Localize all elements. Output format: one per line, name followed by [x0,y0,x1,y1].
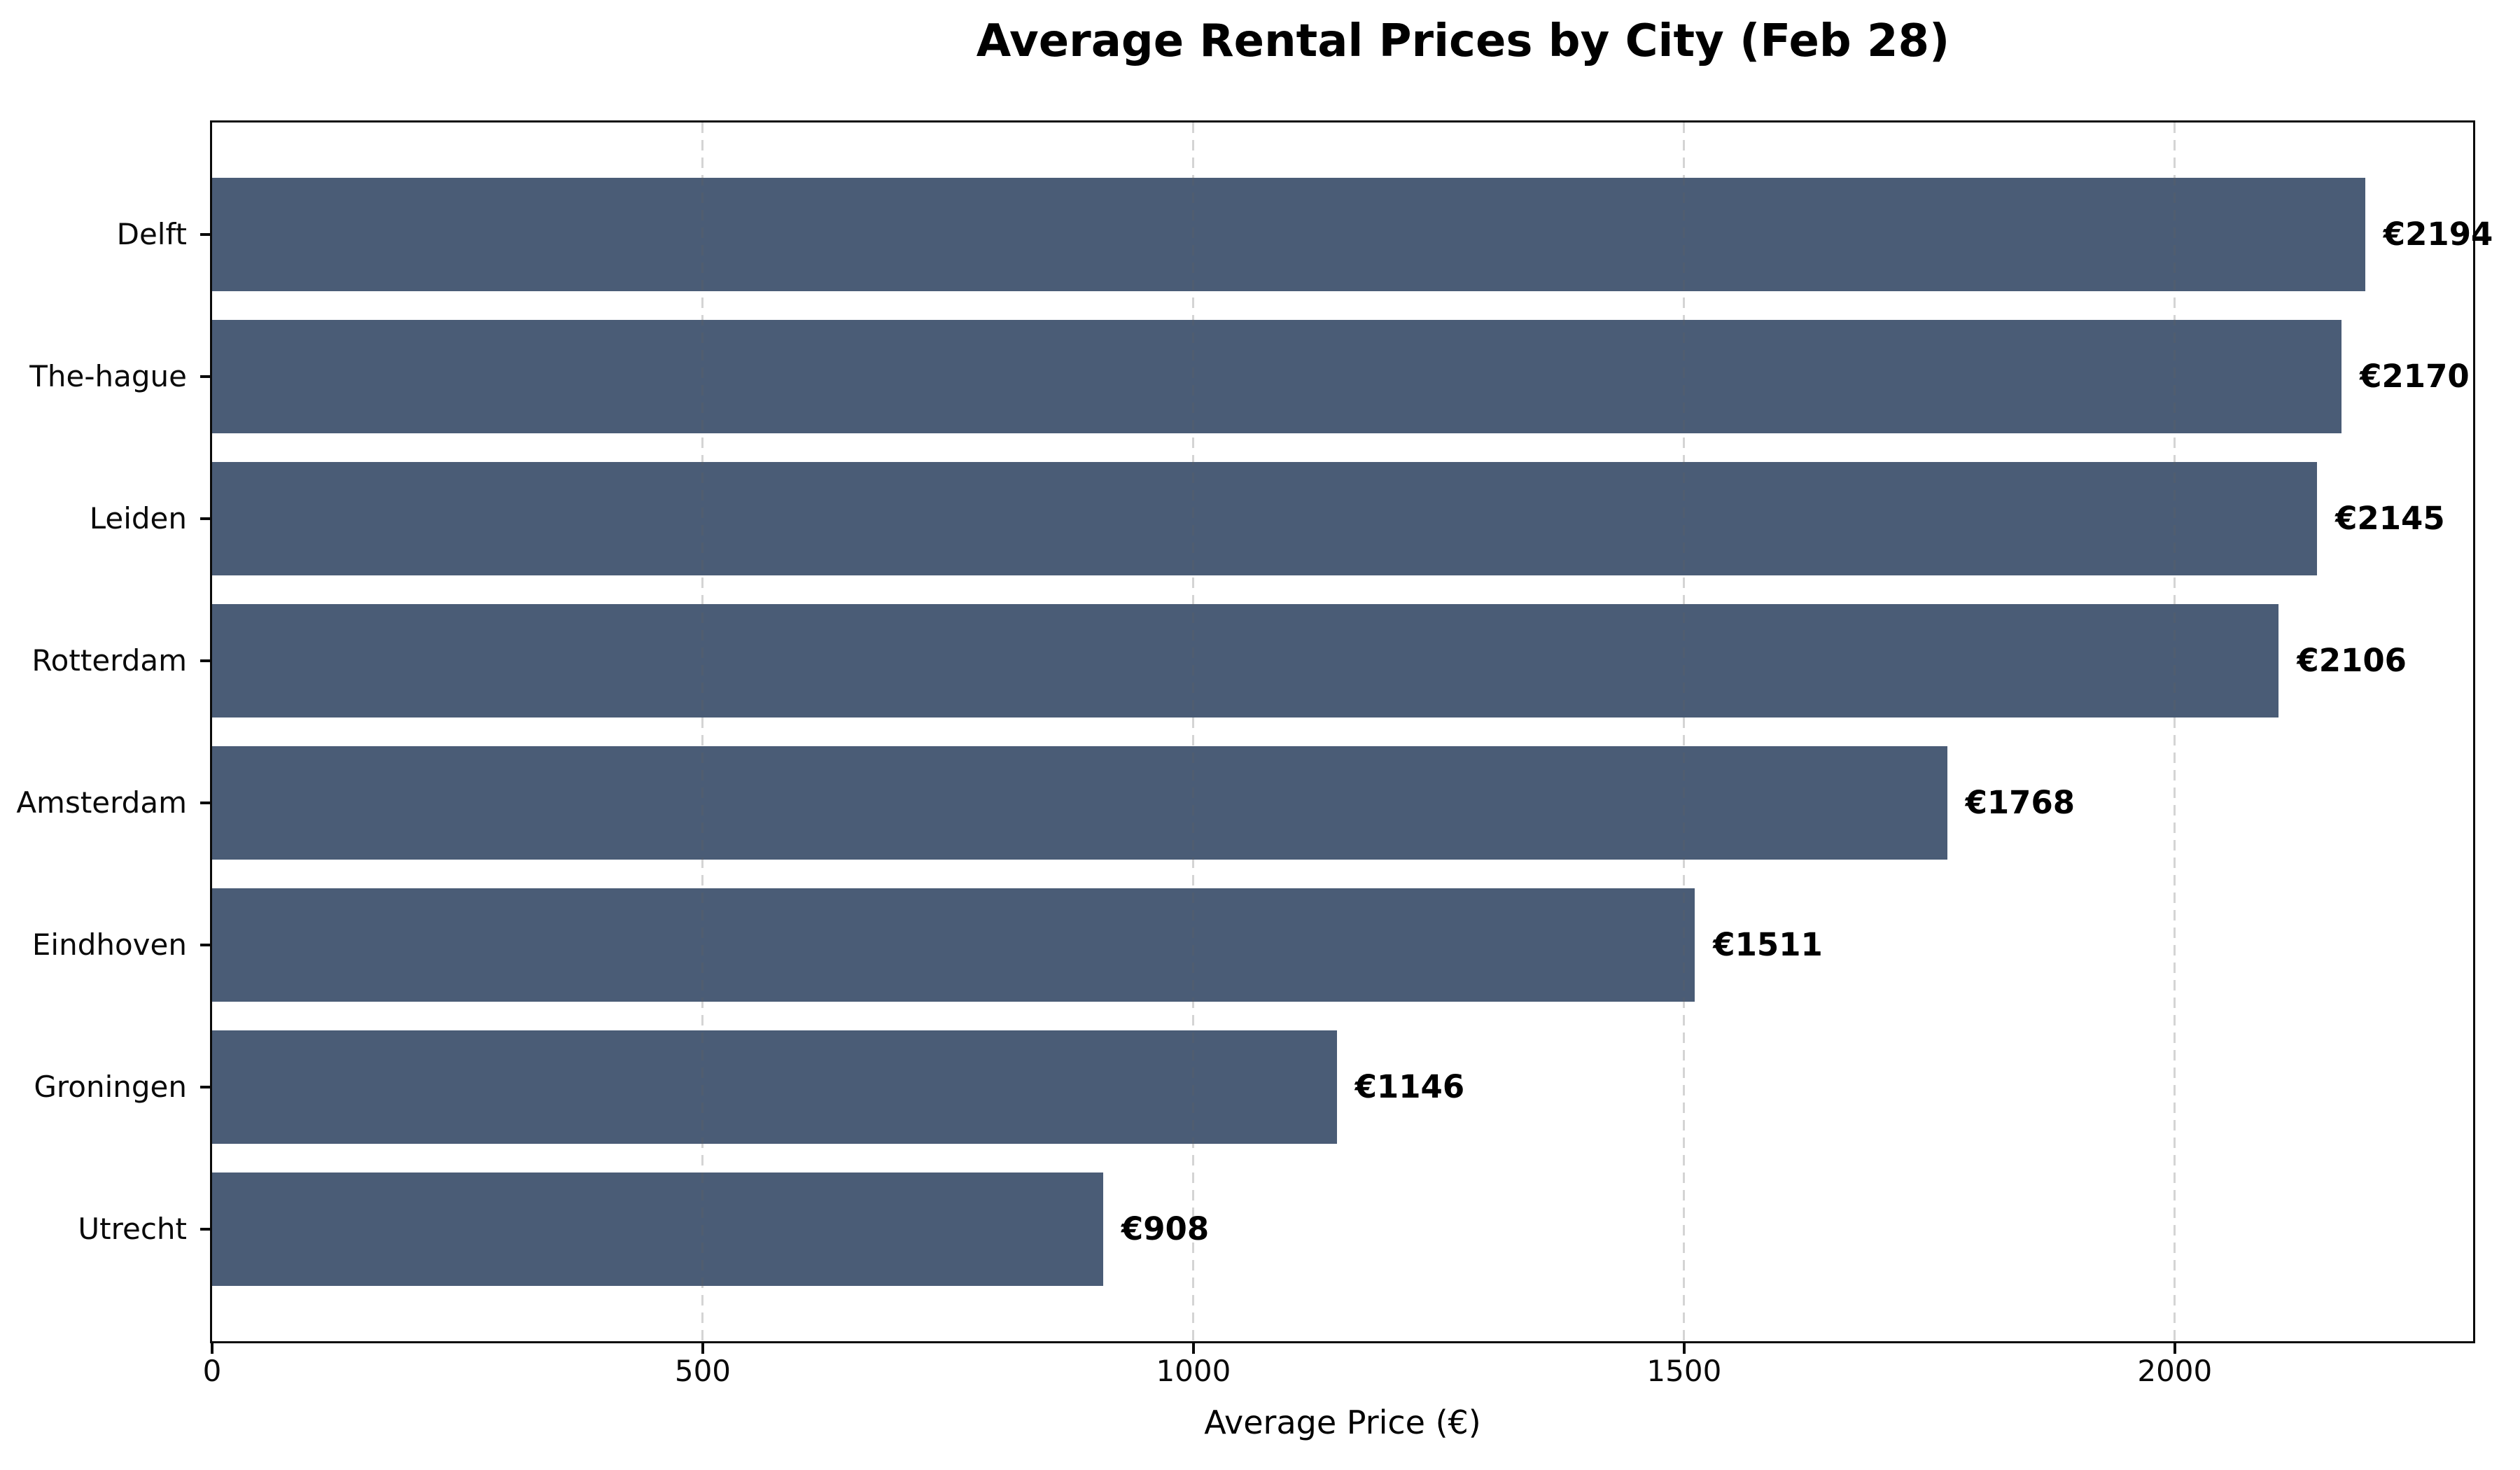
y-tick-label-leiden: Leiden [89,501,187,536]
x-tick-mark [2173,1343,2176,1354]
y-tick-mark [200,943,210,946]
y-tick-label-delft: Delft [116,217,187,252]
y-tick-mark [200,517,210,521]
bar-amsterdam [212,746,1947,860]
bar-eindhoven [212,888,1695,1002]
y-tick-label-rotterdam: Rotterdam [31,643,187,678]
y-tick-label-eindhoven: Eindhoven [31,927,187,962]
bar-groningen [212,1030,1337,1144]
bar-the-hague [212,320,2342,434]
plot-area: €2194 Delft €2170 The-hague €2145 Leiden €2106… [16,120,2493,1386]
y-tick-mark [200,1227,210,1231]
gridline-x-1000 [1192,122,1195,1341]
x-tick-label-2000: 2000 [2137,1354,2213,1388]
value-label-leiden: €2145 [2335,500,2445,538]
value-label-rotterdam: €2106 [2297,642,2407,680]
y-tick-label-the-hague: The-hague [29,359,187,394]
bar-delft [212,178,2365,292]
y-tick-label-amsterdam: Amsterdam [16,785,187,820]
gridline-x-500 [701,122,704,1341]
bar-rotterdam [212,603,2279,718]
chart-title: Average Rental Prices by City (Feb 28) [976,15,1950,67]
y-tick-mark [200,233,210,237]
value-label-amsterdam: €1768 [1965,783,2076,821]
y-tick-mark [200,659,210,663]
bar-leiden [212,461,2318,576]
x-tick-mark [1191,1343,1195,1354]
x-tick-mark [211,1343,214,1354]
x-tick-label-0: 0 [202,1354,222,1388]
y-tick-mark [200,1085,210,1088]
x-tick-label-1500: 1500 [1646,1354,1722,1388]
x-tick-mark [701,1343,704,1354]
y-tick-label-utrecht: Utrecht [78,1211,187,1246]
value-label-groningen: €1146 [1354,1068,1465,1105]
x-tick-label-1000: 1000 [1156,1354,1231,1388]
gridline-x-2000 [2174,122,2176,1341]
bar-utrecht [212,1172,1103,1286]
value-label-eindhoven: €1511 [1713,925,1823,963]
value-label-utrecht: €908 [1121,1210,1210,1247]
x-axis-label: Average Price (€) [1204,1404,1481,1441]
y-tick-mark [200,801,210,804]
y-tick-label-groningen: Groningen [34,1069,187,1104]
x-tick-label-500: 500 [674,1354,732,1388]
value-label-delft: €2194 [2383,216,2493,253]
y-tick-mark [200,375,210,379]
gridline-x-1500 [1683,122,1686,1341]
x-tick-mark [1682,1343,1686,1354]
value-label-the-hague: €2170 [2360,358,2470,396]
